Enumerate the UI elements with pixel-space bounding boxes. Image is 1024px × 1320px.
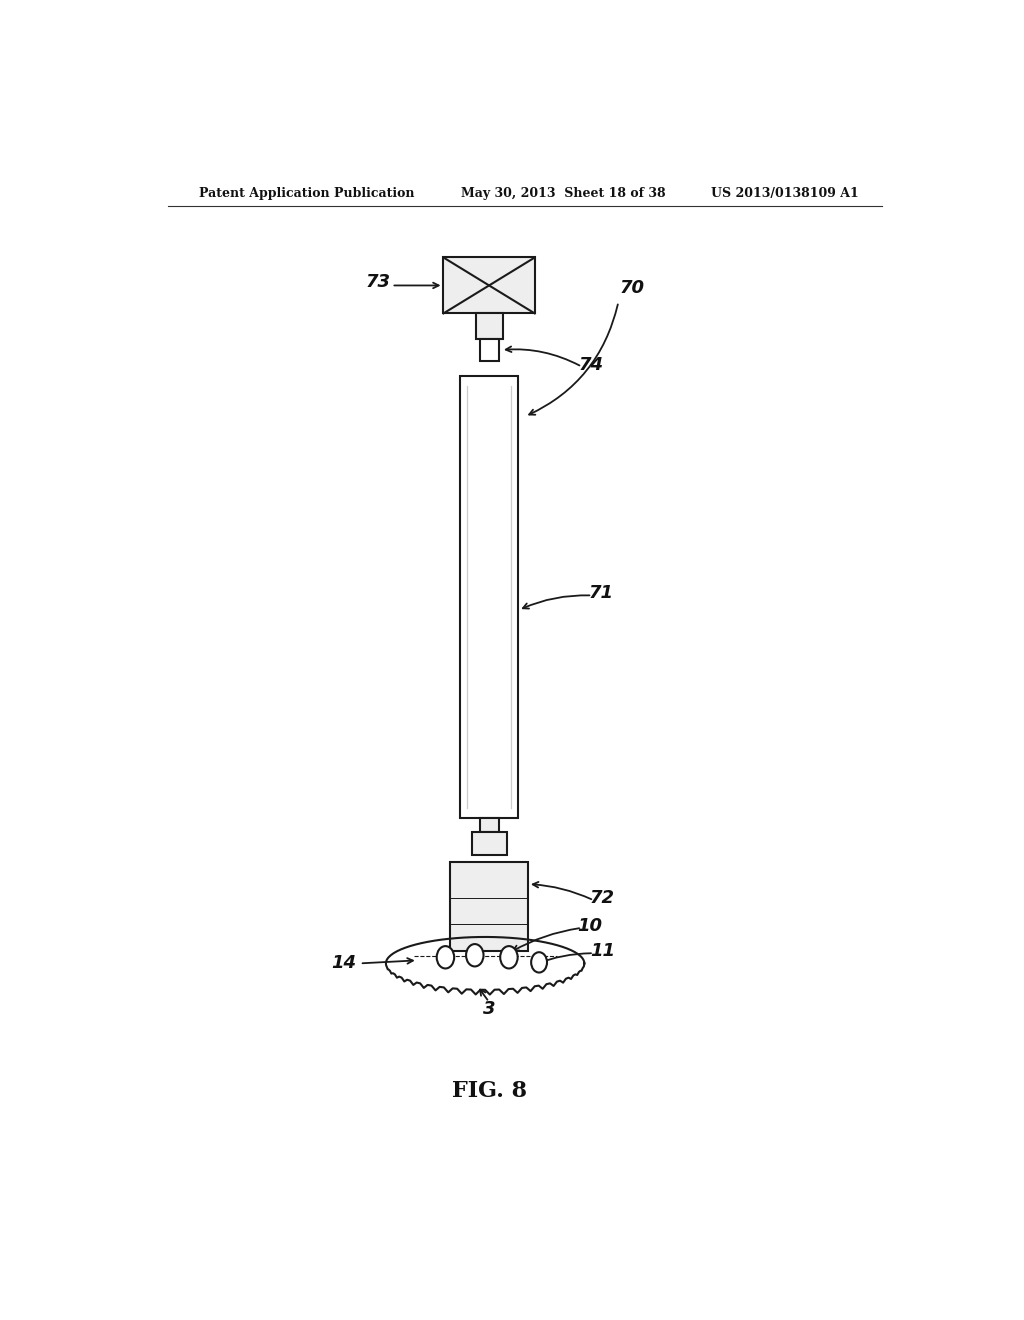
Circle shape: [466, 944, 483, 966]
Text: 74: 74: [579, 355, 603, 374]
Bar: [479, 339, 499, 362]
Text: 70: 70: [620, 280, 644, 297]
Text: 73: 73: [366, 273, 390, 292]
Text: FIG. 8: FIG. 8: [452, 1081, 526, 1102]
Text: 72: 72: [590, 890, 615, 907]
Text: 10: 10: [578, 917, 602, 935]
Bar: [451, 862, 528, 952]
Bar: [443, 257, 535, 313]
Circle shape: [500, 946, 518, 969]
Text: 11: 11: [590, 942, 615, 960]
Bar: [460, 376, 518, 818]
Text: May 30, 2013  Sheet 18 of 38: May 30, 2013 Sheet 18 of 38: [461, 187, 666, 199]
Text: 3: 3: [483, 1001, 496, 1018]
Text: 71: 71: [589, 585, 613, 602]
Circle shape: [436, 946, 455, 969]
Bar: [472, 833, 507, 854]
Bar: [479, 818, 499, 833]
Text: Patent Application Publication: Patent Application Publication: [200, 187, 415, 199]
Circle shape: [531, 952, 547, 973]
Text: US 2013/0138109 A1: US 2013/0138109 A1: [712, 187, 859, 199]
Text: 14: 14: [332, 954, 356, 973]
Bar: [475, 313, 503, 339]
